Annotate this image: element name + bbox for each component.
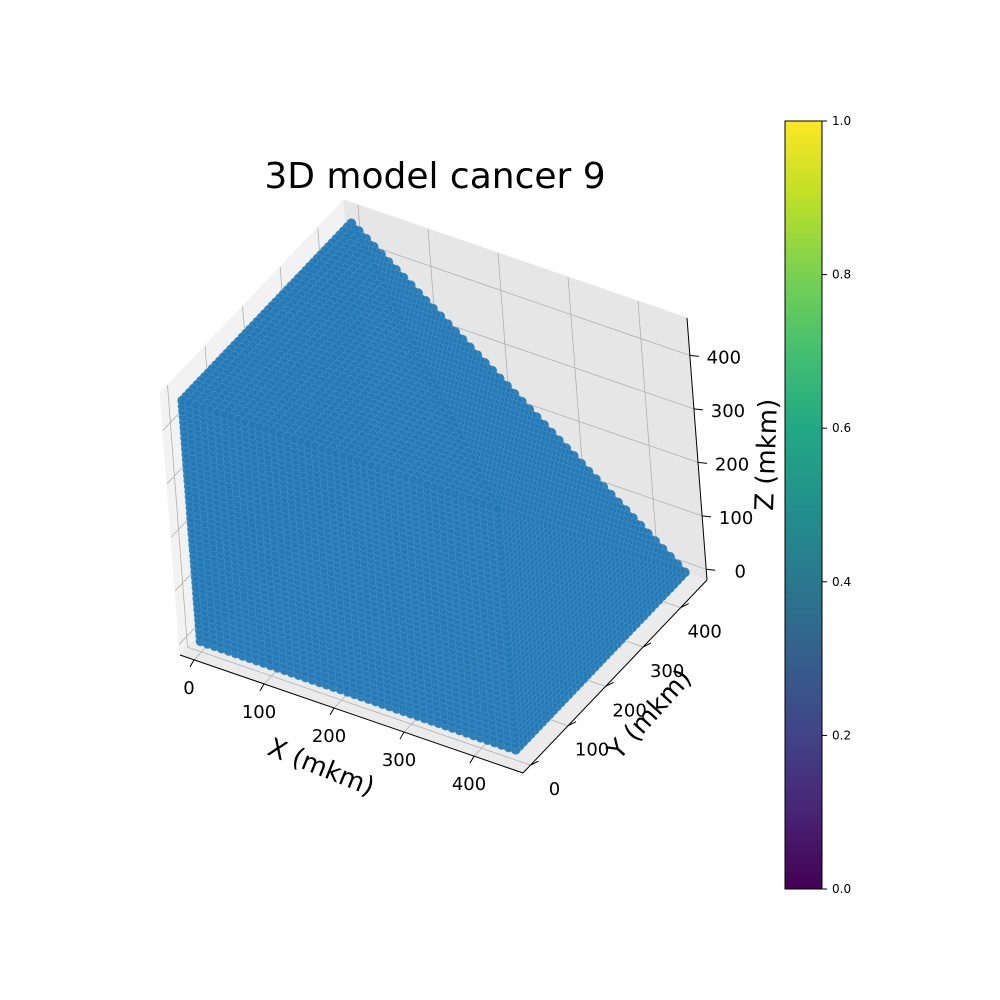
x-tick-label: 200	[312, 726, 346, 747]
grid-line	[187, 646, 531, 766]
grid-line	[346, 237, 690, 356]
x-tick-mark	[399, 731, 405, 740]
x-tick-mark	[329, 707, 335, 716]
y-tick-mark	[680, 603, 689, 609]
z-tick-mark	[702, 515, 712, 518]
x-axis-line	[179, 654, 524, 774]
grid-line	[167, 385, 188, 648]
y-tick-mark	[642, 642, 652, 648]
z-tick-mark	[689, 354, 699, 357]
y-tick-label: 400	[688, 622, 722, 643]
x-tick-mark	[189, 659, 195, 668]
x-tick-label: 100	[242, 702, 276, 723]
x-tick-label: 400	[452, 774, 486, 795]
x-tick-mark	[259, 683, 265, 692]
z-tick-label: 100	[719, 508, 753, 529]
z-tick-label: 200	[715, 454, 749, 475]
z-tick-label: 400	[707, 347, 741, 368]
grid-line	[637, 301, 659, 564]
y-tick-mark	[567, 721, 577, 727]
z-tick-mark	[693, 408, 703, 411]
y-tick-mark	[530, 760, 539, 766]
y-tick-label: 100	[575, 740, 609, 761]
y-tick-label: 300	[650, 661, 684, 682]
x-tick-label: 300	[382, 750, 416, 771]
y-tick-label: 200	[612, 700, 646, 721]
x-tick-mark	[469, 755, 475, 764]
z-tick-label: 0	[734, 561, 745, 582]
z-ticks: 0 100 200 300 400	[689, 347, 753, 582]
y-tick-label: 0	[549, 779, 560, 800]
chart-title: 3D model cancer 9	[264, 156, 605, 197]
y-axis-line	[522, 579, 708, 774]
z-tick-label: 300	[711, 401, 745, 422]
scatter-points	[177, 218, 690, 755]
z-tick-mark	[697, 461, 708, 464]
z-axis-line	[686, 317, 708, 581]
y-tick-mark	[605, 681, 614, 687]
x-tick-label: 0	[183, 678, 194, 699]
x-ticks: 0 100 200 300 400	[183, 659, 486, 795]
z-tick-mark	[706, 568, 716, 571]
